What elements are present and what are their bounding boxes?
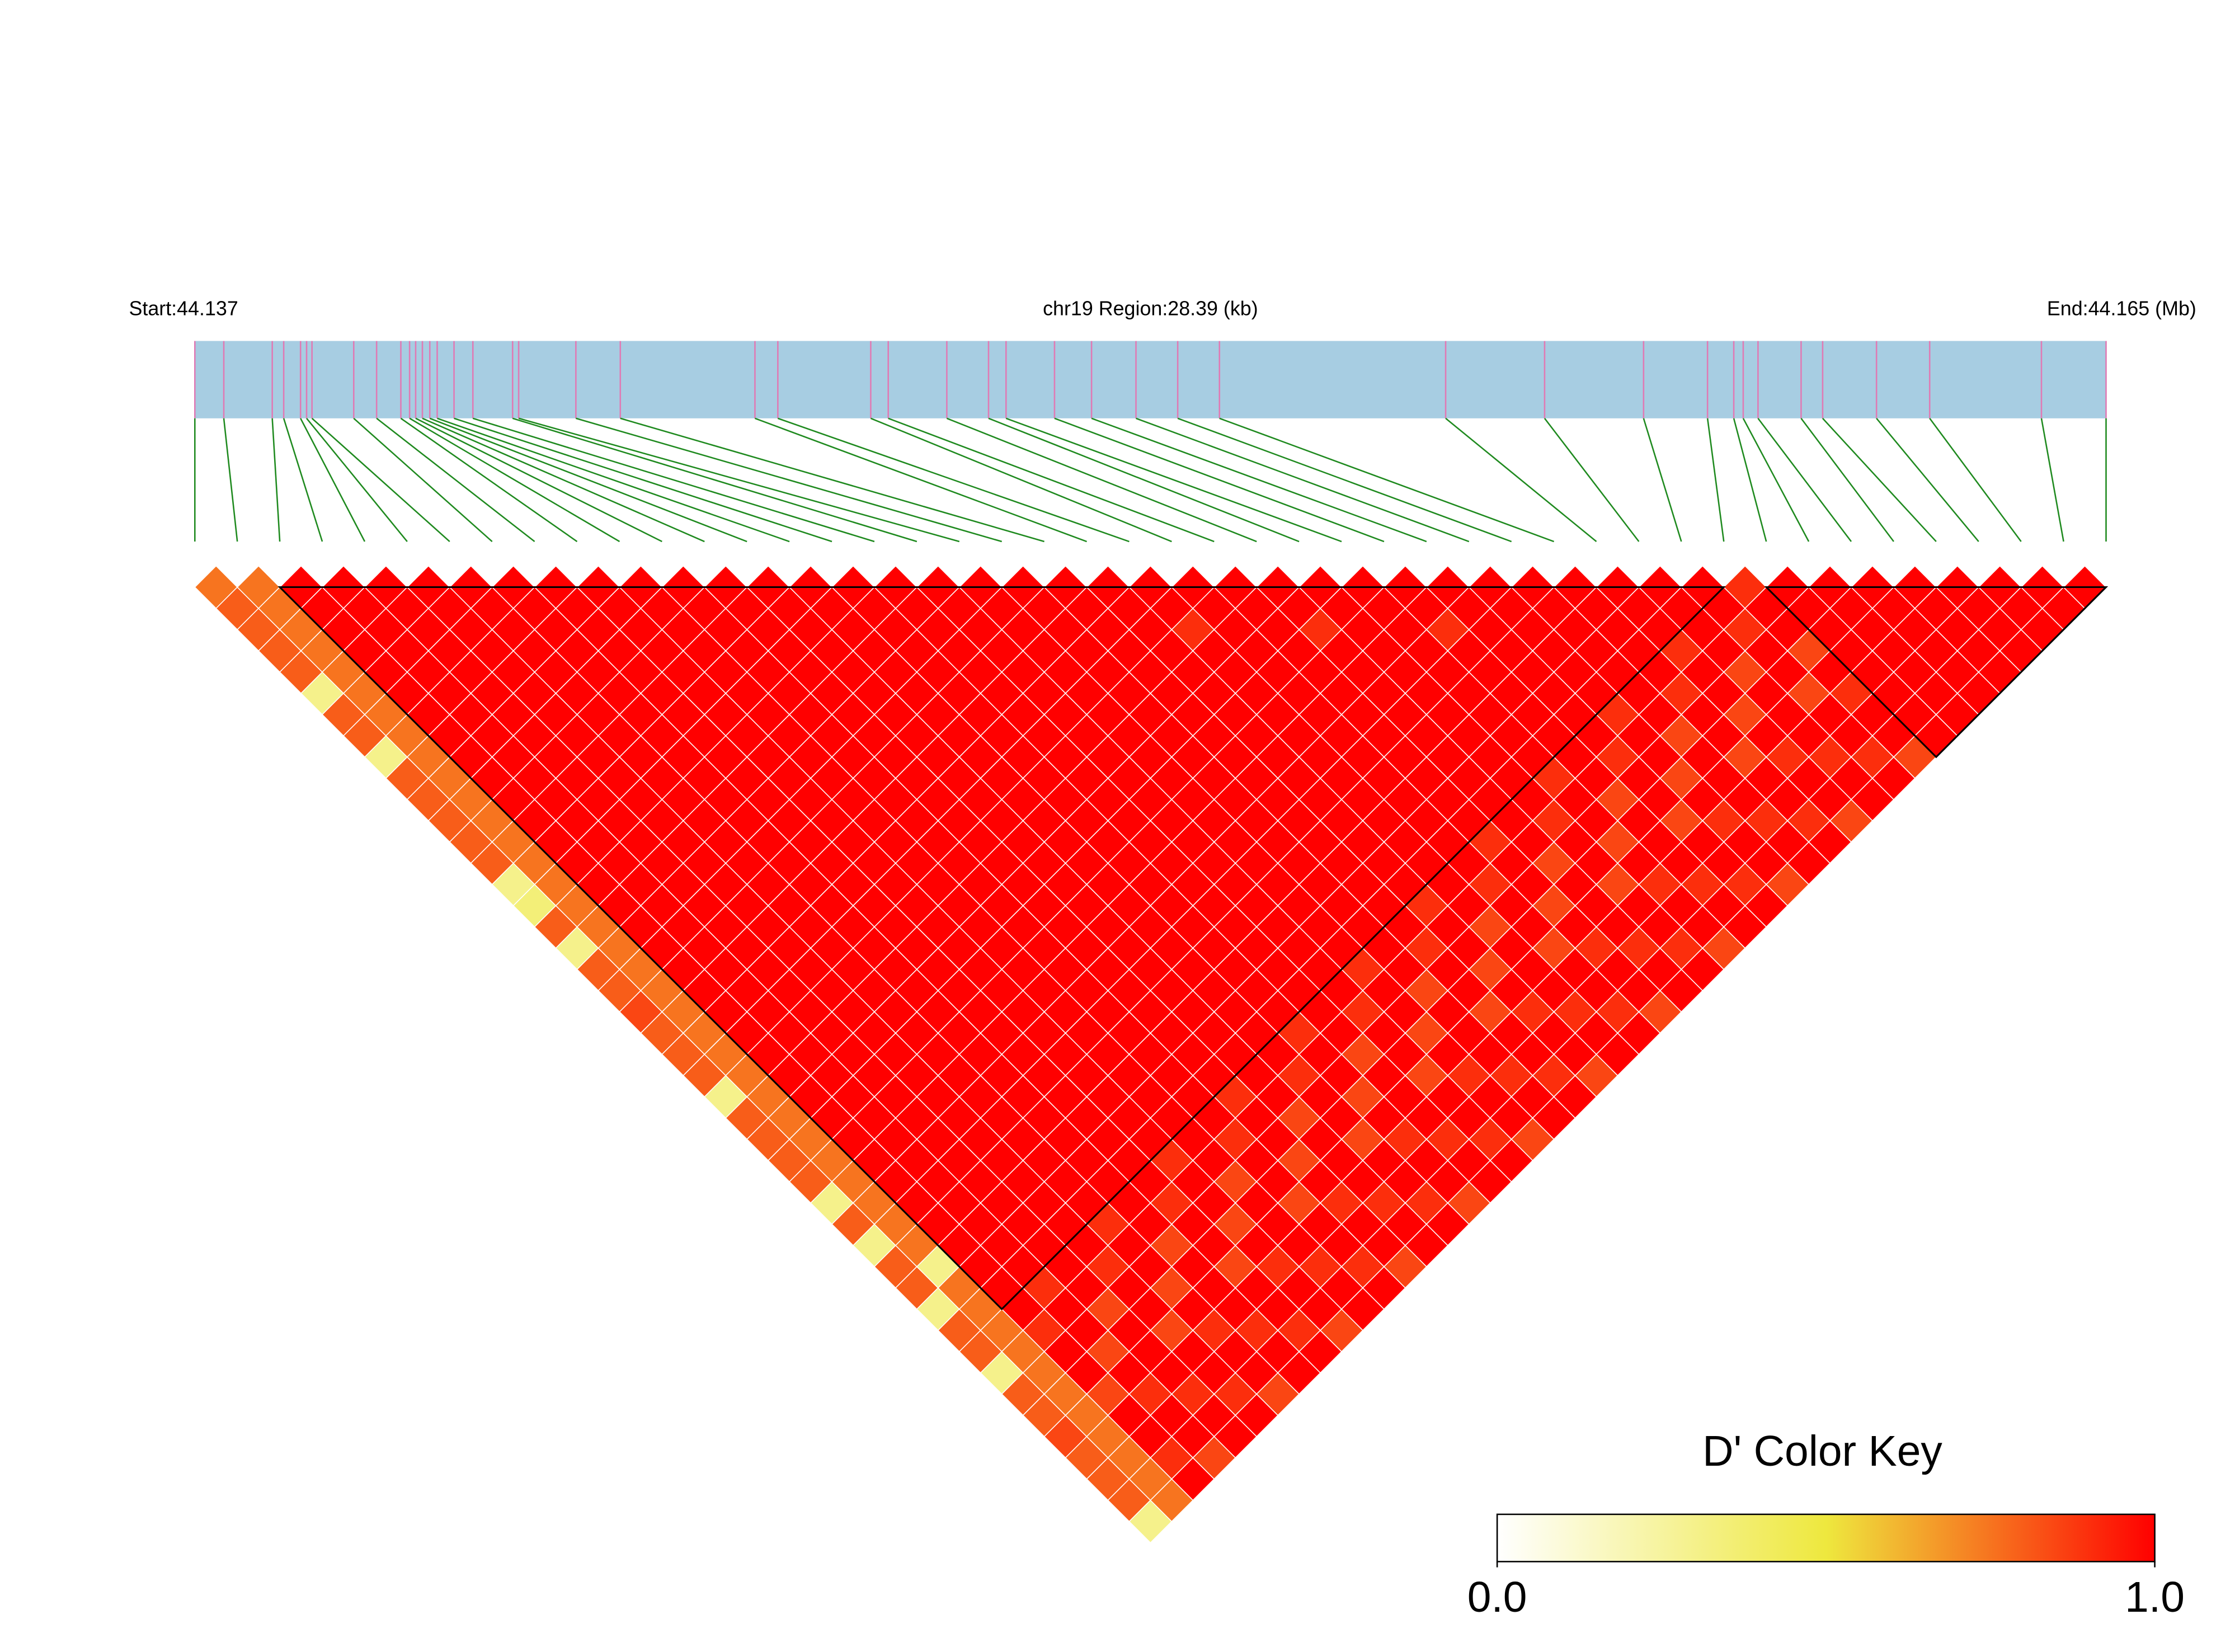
snp-connector [437,417,790,543]
start-label: Start:44.137 [129,297,238,319]
snp-connector [1219,417,1555,543]
snp-connector [300,418,366,542]
ld-block [1764,586,2109,759]
heatmap [194,565,2107,1543]
snp-connector [400,417,578,543]
snp-connector [376,417,535,543]
key-tick-label: 0.0 [1467,1573,1527,1621]
snp-connector [415,417,662,543]
snp-connector [311,417,450,542]
snp-connector [353,417,493,542]
snp-connector [755,417,1087,543]
snp-connector [1929,418,2022,542]
snp-connector [1706,418,1725,542]
snp-connector [1445,417,1597,543]
snp-connector [620,417,1044,543]
snp-connector [271,418,281,542]
snp-connector [1876,417,1979,542]
snp-connector [1800,418,1894,542]
snp-connector [518,417,960,543]
snp-connector [223,418,238,542]
snp-connector [1822,417,1937,542]
snp-connector [1177,417,1512,543]
snp-connector [429,417,747,543]
snp-connector [472,417,875,543]
snp-connector [306,417,408,542]
snp-connector [870,417,1172,543]
snp-connector [283,418,323,542]
snp-connector [1544,418,1640,542]
snp-connector [512,417,917,543]
snp-connector [409,417,620,543]
snp-connector [1091,417,1427,543]
key-title: D' Color Key [1702,1427,1942,1475]
snp-connector [1757,418,1852,542]
position-bar [195,341,2106,418]
snp-connector [1733,418,1767,542]
snp-connector [1054,417,1385,543]
snp-connector [1136,417,1470,543]
snp-connector [988,417,1300,543]
snp-connector [454,417,832,543]
end-label: End:44.165 (Mb) [2047,297,2196,319]
snp-connector [1005,417,1342,543]
snp-connector [2040,418,2064,542]
ld-block [277,586,1726,1311]
key-tick-label: 1.0 [2125,1573,2185,1621]
snp-connector [576,417,1003,543]
snp-connector [422,417,705,543]
snp-connector [888,417,1215,543]
snp-connector [946,417,1257,543]
snp-connector [1742,418,1810,542]
region-title: chr19 Region:28.39 (kb) [1043,297,1258,319]
color-key [1496,1513,2156,1562]
snp-connector [777,417,1130,543]
snp-connector [1643,418,1682,542]
